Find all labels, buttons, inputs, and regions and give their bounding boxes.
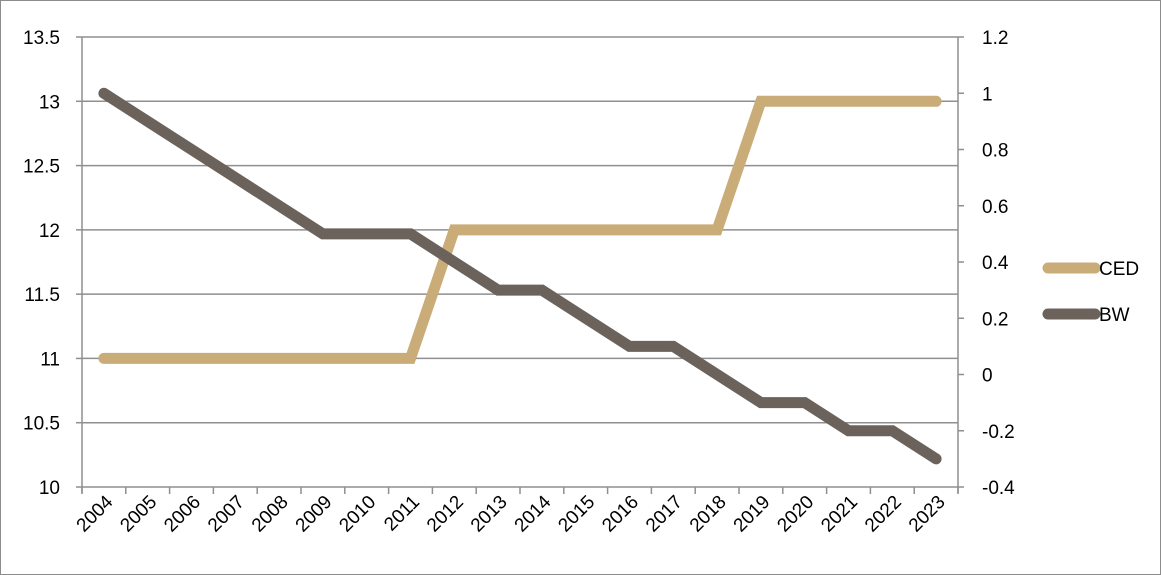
x-tick-label: 2020 [773,492,818,537]
left-tick-label: 12 [39,221,60,242]
right-tick-label: 0.4 [982,253,1009,274]
series-line-ced [98,95,942,364]
x-tick-label: 2014 [511,491,556,536]
x-tick-label: 2012 [423,492,468,537]
x-tick-label: 2016 [598,492,643,537]
left-tick-label: 10 [39,478,60,499]
x-tick-label: 2010 [335,492,380,537]
legend-label-bw: BW [1099,305,1130,326]
left-tick-label: 10.5 [23,414,60,435]
right-tick-label: 0.8 [982,141,1008,162]
axes [76,36,964,494]
x-tick-label: 2021 [817,492,862,537]
left-tick-label: 12.5 [23,157,60,178]
legend-label-ced: CED [1099,259,1139,280]
x-tick-label: 2007 [204,492,249,537]
x-tick-label: 2009 [292,492,337,537]
x-axis-tick-labels: 2004 2005 2006 2007 2008 2009 2010 2011 2012 2013… [73,491,950,536]
series-line-bw [98,87,942,465]
x-tick-label: 2022 [861,492,906,537]
left-tick-label: 13 [39,92,60,113]
x-tick-label: 2015 [554,492,599,537]
right-axis-tick-labels: -0.4 -0.2 0 0.2 0.4 0.6 0.8 1 1.2 [982,28,1015,499]
x-tick-label: 2017 [642,492,687,537]
legend: CED BW [1042,259,1139,326]
x-tick-label: 2006 [160,492,205,537]
x-tick-label: 2005 [116,492,161,537]
x-tick-label: 2018 [686,492,731,537]
legend-item-bw: BW [1042,305,1130,326]
series-lines [98,87,942,465]
right-tick-label: 0.6 [982,197,1008,218]
left-axis-tick-labels: 10 10.5 11 11.5 12 12.5 13 13.5 [23,28,60,499]
right-tick-label: 0 [982,366,993,387]
right-tick-label: 1 [982,84,993,105]
right-tick-label: -0.4 [982,478,1015,499]
x-tick-label: 2019 [730,492,775,537]
x-tick-label: 2008 [248,492,293,537]
right-tick-label: 1.2 [982,28,1008,49]
x-tick-label: 2004 [73,491,118,536]
left-tick-label: 11.5 [24,285,60,306]
x-tick-label: 2011 [380,492,424,536]
x-tick-label: 2013 [467,492,512,537]
left-tick-label: 13.5 [23,28,60,49]
right-tick-label: -0.2 [982,422,1015,443]
x-tick-label: 2023 [905,492,950,537]
right-tick-label: 0.2 [982,309,1008,330]
left-tick-label: 11 [40,349,60,370]
legend-item-ced: CED [1042,259,1139,280]
